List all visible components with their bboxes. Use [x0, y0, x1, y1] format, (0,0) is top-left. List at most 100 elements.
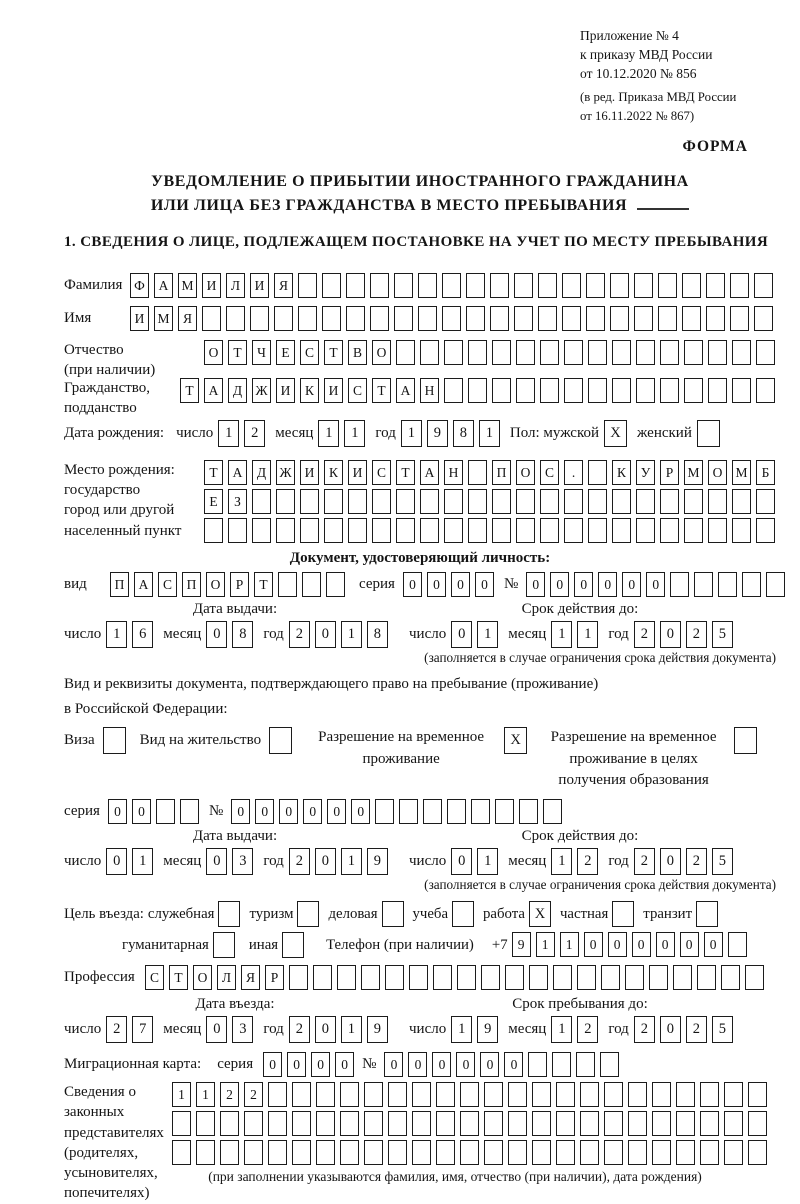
temp-residence-edu-line1: Разрешение на временное	[550, 728, 717, 745]
char-cell: А	[396, 377, 415, 403]
birth-place-label-line2: государство	[64, 482, 141, 499]
char-cell	[670, 571, 690, 597]
char-cell	[588, 488, 607, 514]
char-cell: 0	[598, 571, 618, 597]
birth-place-label-line4: населенный пункт	[64, 522, 182, 539]
char-cell: 0	[314, 848, 336, 876]
char-cell	[292, 1140, 311, 1166]
month-label: месяц	[275, 424, 314, 441]
char-cell: И	[300, 459, 319, 485]
char-cell	[492, 377, 511, 403]
char-cell: Я	[274, 272, 293, 298]
char-cell: 2	[288, 620, 310, 648]
char-cell	[228, 517, 247, 543]
char-cell: 1	[559, 932, 579, 958]
char-cell: Л	[217, 965, 236, 991]
purpose-tourism-checkbox	[297, 901, 320, 928]
char-cell	[372, 488, 391, 514]
char-cell	[370, 305, 389, 331]
char-cell	[274, 305, 293, 331]
char-cell	[316, 1082, 335, 1108]
char-cell: 0	[402, 571, 422, 597]
char-cell	[324, 488, 343, 514]
char-cell	[634, 272, 653, 298]
residence-doc-intro: Вид и реквизиты документа, подтверждающе…	[64, 672, 776, 723]
char-cell: 1	[551, 1016, 573, 1044]
char-cell	[766, 571, 786, 597]
migration-card-label: Миграционная карта:	[64, 1056, 202, 1073]
char-cell	[396, 517, 415, 543]
char-cell	[457, 965, 476, 991]
char-cell	[292, 1111, 311, 1137]
purpose-option-label: частная	[559, 906, 609, 923]
char-cell	[724, 1140, 743, 1166]
char-cell: 2	[685, 848, 707, 876]
char-cell: 0	[287, 1052, 307, 1078]
char-cell	[564, 377, 583, 403]
doc-number-label: №	[503, 575, 519, 592]
char-cell	[588, 377, 607, 403]
char-cell: Т	[254, 571, 273, 597]
representatives-label-line: (родителях,	[64, 1144, 139, 1161]
char-cell	[388, 1140, 407, 1166]
char-cell	[346, 272, 365, 298]
char-cell	[676, 1082, 695, 1108]
char-cell: К	[324, 459, 343, 485]
char-cell: 2	[633, 1016, 655, 1044]
char-cell: 2	[288, 848, 310, 876]
char-cell	[543, 799, 563, 825]
char-cell	[370, 272, 389, 298]
char-cell	[652, 1111, 671, 1137]
char-cell	[634, 305, 653, 331]
char-cell: 9	[366, 848, 388, 876]
char-cell	[346, 305, 365, 331]
char-cell: 1	[318, 419, 340, 447]
char-cell: С	[145, 965, 164, 991]
char-cell: С	[372, 459, 391, 485]
char-cell	[484, 1082, 503, 1108]
char-cell	[436, 1111, 455, 1137]
char-cell	[748, 1111, 767, 1137]
char-cell	[576, 1052, 596, 1078]
issue-date-heading: Дата выдачи:	[192, 600, 278, 617]
char-cell	[444, 488, 463, 514]
char-cell	[514, 305, 533, 331]
char-cell: 5	[711, 1016, 733, 1044]
char-cell: 0	[659, 848, 681, 876]
patronymic-label-line2: (при наличии)	[64, 362, 156, 379]
char-cell	[730, 305, 749, 331]
char-cell: 2	[633, 848, 655, 876]
char-cell	[604, 1111, 623, 1137]
purpose-option-label: туризм	[249, 906, 294, 923]
char-cell: А	[420, 459, 439, 485]
patronymic-label-line1: Отчество	[64, 341, 124, 358]
char-cell: Д	[228, 377, 247, 403]
char-cell	[468, 377, 487, 403]
char-cell: 0	[655, 932, 675, 958]
char-cell	[409, 965, 428, 991]
char-cell	[514, 272, 533, 298]
char-cell	[754, 305, 773, 331]
char-cell	[540, 488, 559, 514]
char-cell	[556, 1140, 575, 1166]
char-cell	[388, 1082, 407, 1108]
char-cell	[697, 965, 716, 991]
residence-number-label: №	[208, 803, 224, 820]
char-cell: .	[564, 459, 583, 485]
temp-residence-edu-label: Разрешение на временное проживание в цел…	[541, 727, 726, 792]
temp-residence-label-line1: Разрешение на временное	[318, 728, 485, 745]
char-cell	[732, 377, 751, 403]
char-cell	[433, 965, 452, 991]
char-cell: 1	[340, 848, 362, 876]
char-cell	[580, 1140, 599, 1166]
